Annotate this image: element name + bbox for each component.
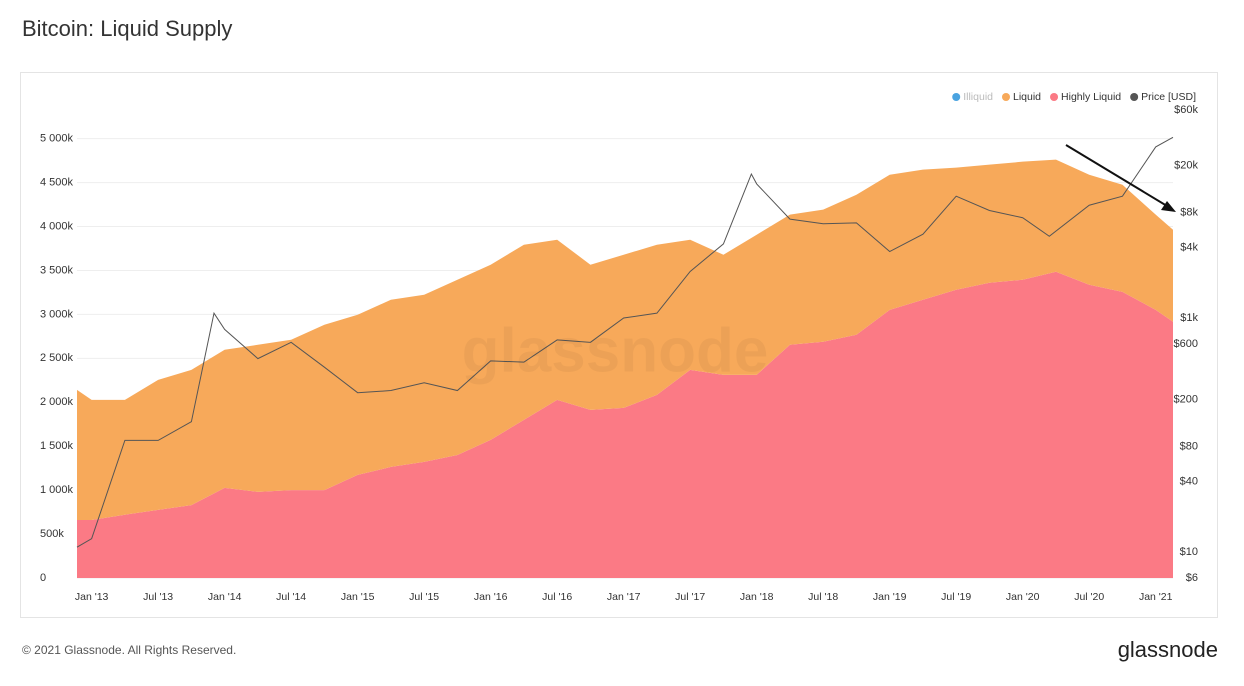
area — [77, 159, 1173, 521]
x-tick-label: Jan '20 — [1006, 591, 1040, 603]
x-tick-label: Jul '20 — [1074, 591, 1104, 603]
brand: glassnode — [1118, 637, 1218, 662]
x-tick-label: Jul '16 — [542, 591, 572, 603]
annotation-arrowhead — [1161, 201, 1176, 212]
axes: 0 500k 1 000k 1 500k 2 000k 2 500k 3 000k 3 500… — [40, 104, 1198, 603]
x-tick-label: Jan '13 — [75, 591, 109, 603]
y2-tick-label: $40 — [1180, 476, 1198, 488]
x-tick-label: Jan '21 — [1139, 591, 1173, 603]
y2-tick-label: $600 — [1174, 338, 1198, 350]
y-tick-label: 2 500k — [40, 352, 74, 364]
y-tick-label: 0 — [40, 572, 46, 584]
y2-tick-label: $60k — [1174, 104, 1198, 116]
y2-tick-label: $6 — [1186, 572, 1198, 584]
y-tick-label: 4 000k — [40, 220, 74, 232]
legend-label: Illiquid — [963, 91, 993, 103]
footer: © 2021 Glassnode. All Rights Reserved. — [22, 643, 236, 657]
x-tick-label: Jul '18 — [808, 591, 838, 603]
legend-swatch — [1002, 93, 1010, 101]
x-tick-label: Jul '15 — [409, 591, 439, 603]
y2-tick-label: $1k — [1180, 312, 1198, 324]
x-tick-label: Jan '19 — [873, 591, 907, 603]
y2-tick-label: $80 — [1180, 440, 1198, 452]
price-line — [76, 136, 1174, 548]
annotation-arrow — [1065, 144, 1173, 210]
x-tick-label: Jan '17 — [607, 591, 641, 603]
y2-tick-label: $20k — [1174, 160, 1198, 172]
y-tick-label: 5 000k — [40, 133, 74, 145]
legend-label: Price [USD] — [1141, 91, 1196, 103]
y-tick-label: 500k — [40, 528, 64, 540]
x-tick-label: Jul '17 — [675, 591, 705, 603]
y2-tick-label: $4k — [1180, 241, 1198, 253]
x-tick-label: Jul '13 — [143, 591, 173, 603]
watermark: glassnode — [462, 316, 769, 385]
legend-swatch — [1050, 93, 1059, 101]
y-tick-label: 1 000k — [40, 484, 74, 496]
x-tick-label: Jan '16 — [474, 591, 508, 603]
x-tick-label: Jul '19 — [941, 591, 971, 603]
x-tick-label: Jan '15 — [341, 591, 375, 603]
y-tick-label: 1 500k — [40, 440, 74, 452]
y-tick-label: 2 000k — [40, 396, 74, 408]
chart-title: Bitcoin: Liquid Supply — [22, 16, 232, 41]
legend-label: Highly Liquid — [1061, 91, 1121, 103]
y-tick-label: 4 500k — [40, 177, 74, 189]
y2-tick-label: $10 — [1180, 546, 1198, 558]
legend-swatch — [1130, 93, 1139, 101]
area — [77, 271, 1173, 578]
y2-tick-label: $200 — [1174, 394, 1198, 406]
y2-tick-label: $8k — [1180, 206, 1198, 218]
legend-label: Liquid — [1013, 91, 1041, 103]
y-tick-label: 3 000k — [40, 308, 74, 320]
y-tick-label: 3 500k — [40, 264, 74, 276]
legend-swatch — [952, 93, 961, 101]
x-tick-label: Jan '18 — [740, 591, 774, 603]
legend: Price [USD] Highly Liquid Liquid Illiquid — [952, 91, 1196, 103]
x-tick-label: Jan '14 — [208, 591, 242, 603]
x-tick-label: Jul '14 — [276, 591, 306, 603]
plot — [76, 136, 1174, 578]
